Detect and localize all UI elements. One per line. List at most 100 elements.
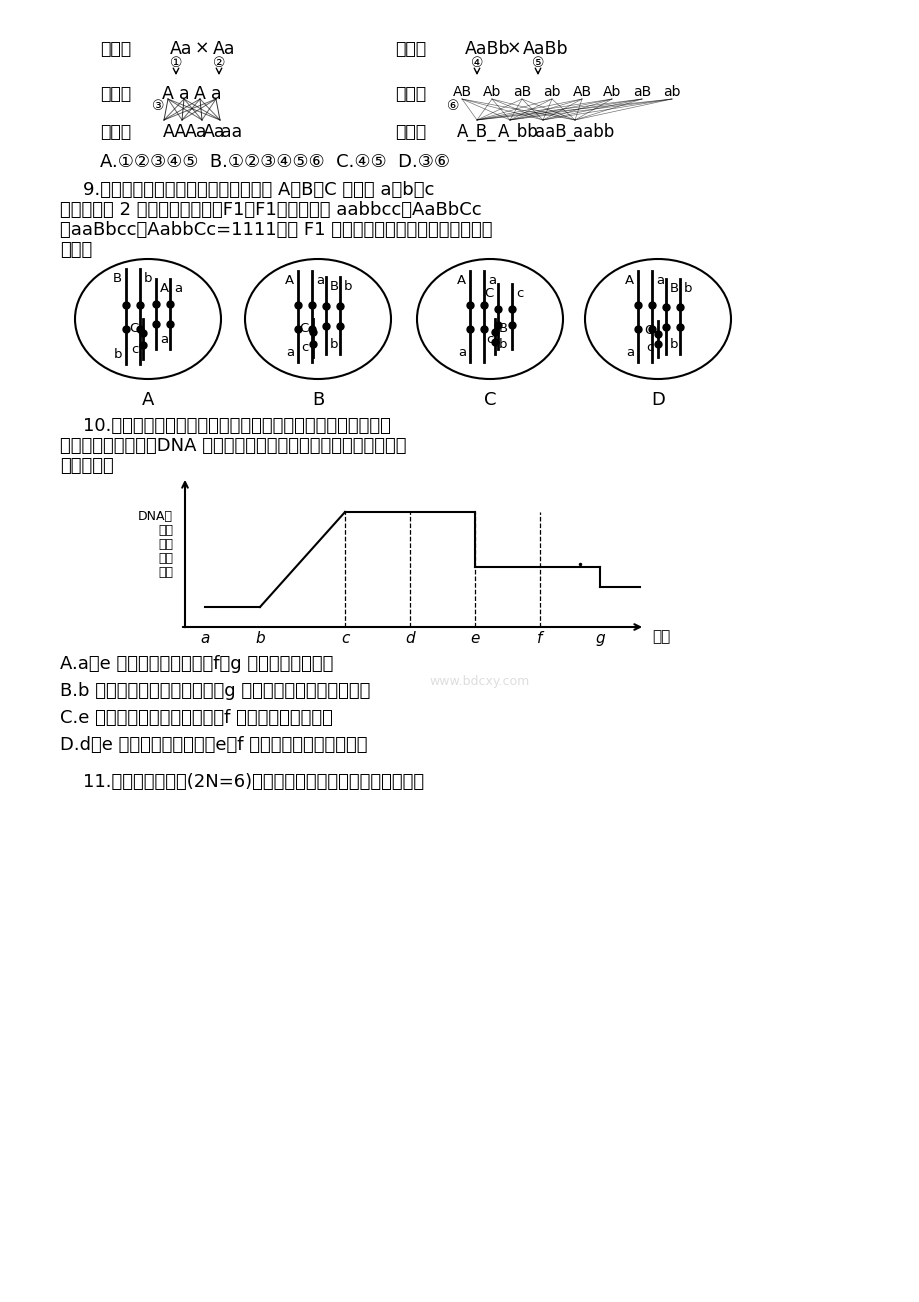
Text: A: A [160,283,169,296]
Text: 分个: 分个 [158,523,173,536]
Text: aabb: aabb [573,122,614,141]
Text: 10.下图表示发生在某动物精巢内形成精子的过程中，每个细胞: 10.下图表示发生在某动物精巢内形成精子的过程中，每个细胞 [60,417,391,435]
Text: Aa: Aa [185,122,208,141]
Text: AaBb: AaBb [464,40,510,59]
Text: B: B [113,272,122,285]
Text: a: a [625,346,633,359]
Text: DNA每: DNA每 [138,510,173,523]
Text: 亲代：: 亲代： [100,40,131,59]
Text: A: A [457,273,466,286]
Text: 配子：: 配子： [100,85,131,103]
Text: A: A [162,85,174,103]
Text: Ab: Ab [602,85,620,99]
Text: A: A [285,273,294,286]
Text: f: f [537,631,542,646]
Text: 9.某动物细胞中位于常染色体上的基因 A、B、C 分别对 a、b、c: 9.某动物细胞中位于常染色体上的基因 A、B、C 分别对 a、b、c [60,181,434,199]
Text: C: C [644,324,653,337]
Text: B: B [669,283,678,296]
Text: A: A [624,273,633,286]
Text: a: a [210,85,221,103]
Text: 亲代：: 亲代： [394,40,425,59]
Text: c: c [340,631,349,646]
Text: 子细: 子细 [158,538,173,551]
Text: A_B_: A_B_ [457,122,496,141]
Text: a: a [174,283,182,296]
Text: C: C [130,322,139,335]
Text: B: B [498,322,507,335]
Text: B.b 点表示初级精母细胞形成，g 点表示减数第二次分裂结束: B.b 点表示初级精母细胞形成，g 点表示减数第二次分裂结束 [60,682,370,700]
Text: B: B [312,391,323,409]
Text: 量中: 量中 [158,566,173,579]
Text: 位置是: 位置是 [60,241,92,259]
Text: c: c [486,333,494,346]
Text: AB: AB [572,85,591,99]
Text: A: A [194,85,206,103]
Text: D: D [651,391,664,409]
Text: ×: × [195,40,210,59]
Text: a: a [458,346,466,359]
Text: www.bdcxy.com: www.bdcxy.com [429,676,529,689]
Text: 11.图示为某生物体(2N=6)的细胞分裂。下列相关分析正确的是: 11.图示为某生物体(2N=6)的细胞分裂。下列相关分析正确的是 [60,773,424,792]
Text: ⑥: ⑥ [447,99,459,113]
Text: b: b [683,283,692,296]
Text: b: b [255,631,265,646]
Text: Aa: Aa [213,40,235,59]
Text: A_bb: A_bb [497,122,539,141]
Text: b: b [498,339,507,352]
Text: d: d [404,631,414,646]
Text: C: C [300,322,309,335]
Text: g: g [595,631,604,646]
Text: A: A [142,391,154,409]
Text: Aa: Aa [203,122,225,141]
Text: a: a [200,631,210,646]
Text: 为显性。用 2 个纯合个体杂交得F1，F1测交结果为 aabbcc：AaBbCc: 为显性。用 2 个纯合个体杂交得F1，F1测交结果为 aabbcc：AaBbCc [60,201,482,219]
Text: b: b [144,272,153,285]
Text: ab: ab [542,85,561,99]
Text: 子代：: 子代： [394,122,425,141]
Text: Ab: Ab [482,85,501,99]
Text: A.a～e 表示初级精母细胞，f～g 表示次级精母细胞: A.a～e 表示初级精母细胞，f～g 表示次级精母细胞 [60,655,333,673]
Text: 配子：: 配子： [394,85,425,103]
Text: ab: ab [663,85,680,99]
Text: 全正确的是: 全正确的是 [60,457,114,475]
Text: D.d～e 过程同染色体分离，e～f 过程非同染色体自由组合: D.d～e 过程同染色体分离，e～f 过程非同染色体自由组合 [60,736,367,754]
Text: c: c [301,341,309,354]
Text: a: a [487,273,495,286]
Text: C: C [483,391,495,409]
Text: 子代：: 子代： [100,122,131,141]
Text: aaB_: aaB_ [535,122,574,141]
Text: ：aaBbcc：AabbCc=1111。则 F1 的体细胞中三对基因在染色体上的: ：aaBbcc：AabbCc=1111。则 F1 的体细胞中三对基因在染色体上的 [60,221,492,240]
Text: aa: aa [221,122,242,141]
Text: A.①②③④⑤  B.①②③④⑤⑥  C.④⑤  D.③⑥: A.①②③④⑤ B.①②③④⑤⑥ C.④⑤ D.③⑥ [100,154,449,171]
Text: a: a [160,333,168,346]
Text: ①: ① [170,56,182,70]
Text: 时间: 时间 [652,629,670,644]
Text: B: B [330,280,339,293]
Text: aB: aB [512,85,530,99]
Text: b: b [344,280,352,293]
Text: a: a [286,346,294,359]
Text: C: C [484,286,494,299]
Text: c: c [646,341,653,354]
Text: ⑤: ⑤ [531,56,544,70]
Text: a: a [655,273,664,286]
Text: Aa: Aa [170,40,192,59]
Text: 中（不考虑细胞质）DNA 分子数量变化。在下列各项中对本图解释完: 中（不考虑细胞质）DNA 分子数量变化。在下列各项中对本图解释完 [60,437,406,454]
Text: ×: × [506,40,521,59]
Text: AB: AB [452,85,471,99]
Text: e: e [470,631,479,646]
Text: ④: ④ [471,56,482,70]
Text: b: b [330,339,338,352]
Text: a: a [178,85,189,103]
Text: b: b [669,339,678,352]
Text: C.e 点表示次级精母细胞形成，f 点表示减数分裂结束: C.e 点表示次级精母细胞形成，f 点表示减数分裂结束 [60,710,333,727]
Text: AaBb: AaBb [522,40,568,59]
Text: 数胞: 数胞 [158,552,173,565]
Text: b: b [113,348,122,361]
Text: c: c [131,342,139,355]
Text: aB: aB [632,85,651,99]
Text: ②: ② [212,56,225,70]
Text: ③: ③ [152,99,165,113]
Text: c: c [516,286,523,299]
Text: a: a [315,273,323,286]
